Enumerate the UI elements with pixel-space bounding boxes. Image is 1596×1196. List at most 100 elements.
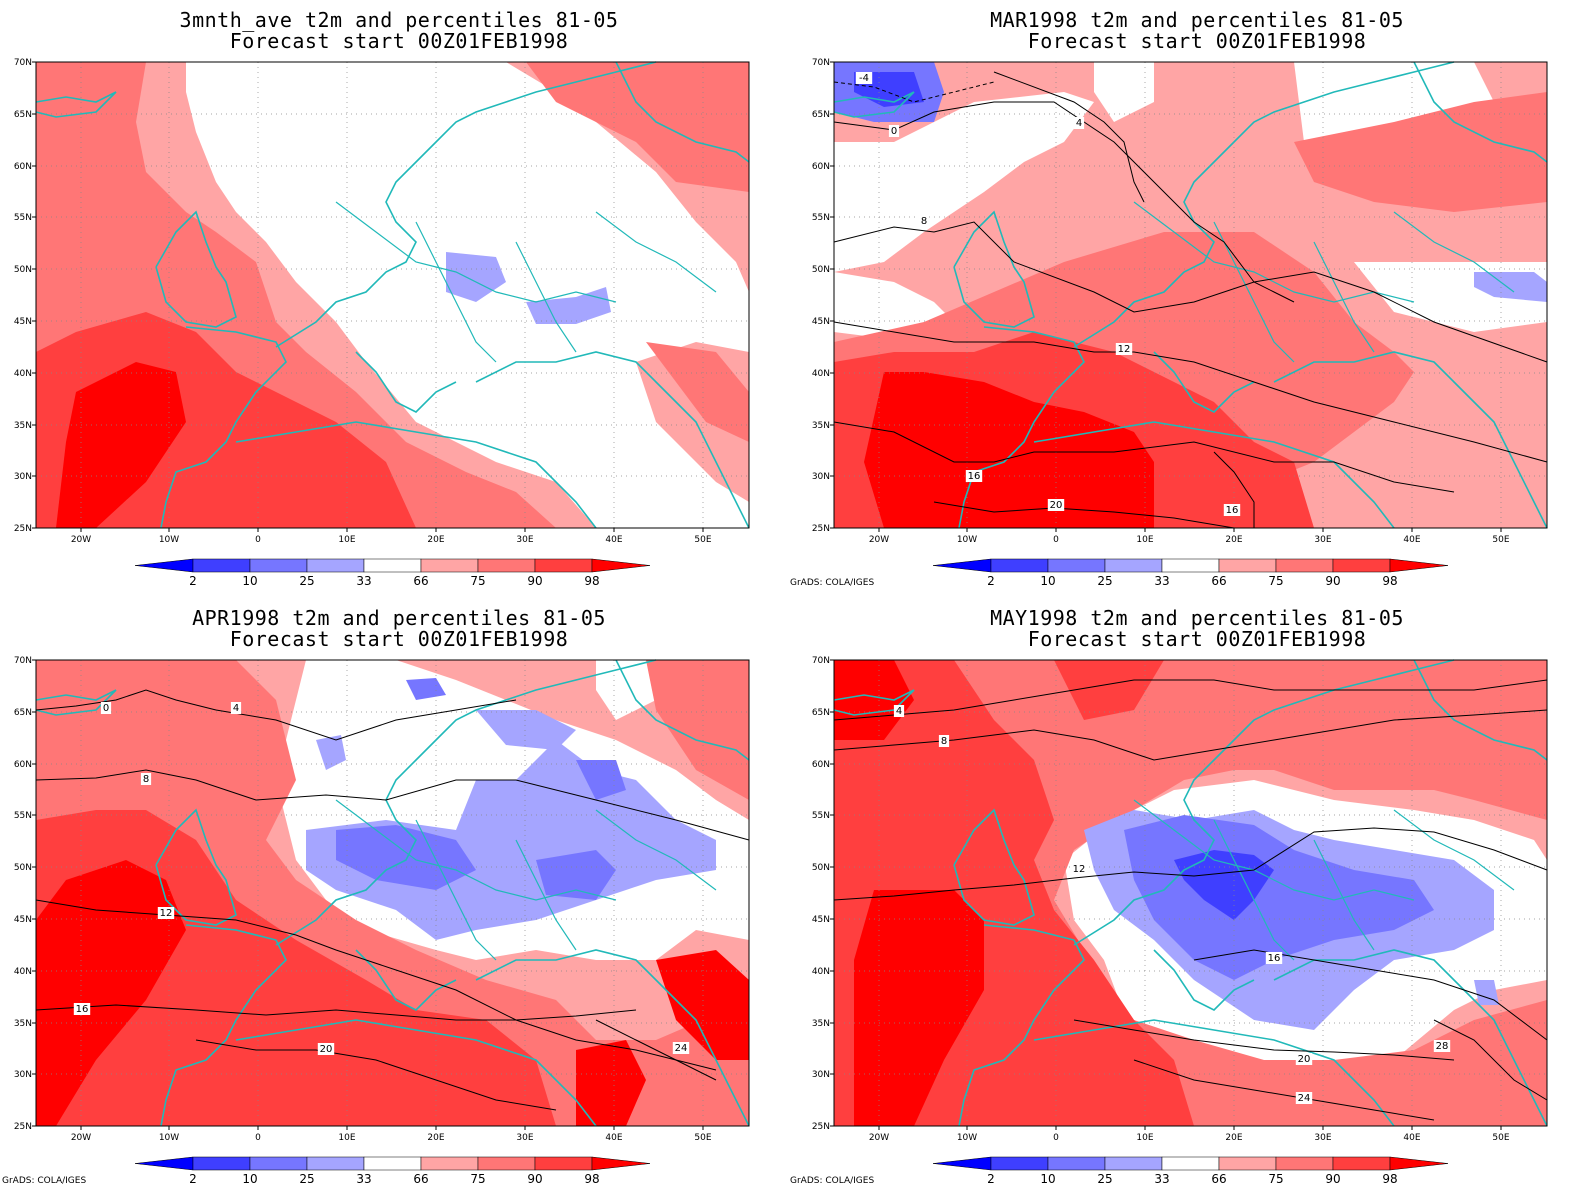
colorbar-swatch: [1161, 558, 1220, 573]
colorbar-high-arrow: [1389, 558, 1449, 573]
lat-tick-label: 65N: [14, 708, 32, 718]
lat-tick-label: 70N: [14, 656, 32, 666]
colorbar-label: 33: [356, 574, 371, 588]
colorbar-label: 90: [1325, 1172, 1340, 1186]
lat-tick-label: 55N: [812, 811, 830, 821]
contour-label-bg: [1295, 1053, 1313, 1065]
lat-tick-label: 30N: [14, 1070, 32, 1080]
coastline: [1073, 61, 1455, 348]
contour-label-bg: [317, 1043, 335, 1055]
contour-label-bg: [230, 702, 242, 714]
colorbar-label: 25: [299, 574, 314, 588]
lat-tick-label: 35N: [812, 421, 830, 431]
lon-tick-label: 20W: [71, 1133, 91, 1143]
lon-tick-label: 0: [255, 1133, 261, 1143]
panel-subtitle: Forecast start 00Z01FEB1998: [1027, 627, 1367, 651]
contour-label: 8: [941, 736, 947, 747]
lon-tick-label: 0: [1053, 1133, 1059, 1143]
coastlines: [35, 659, 750, 1127]
contour-label: 12: [1118, 344, 1131, 355]
lon-tick-label: 20W: [869, 535, 889, 545]
colorbar-low-arrow: [134, 1156, 194, 1171]
lon-tick-label: 20E: [427, 1133, 444, 1143]
contour-label: 20: [1050, 500, 1063, 511]
percentile-region: [336, 825, 476, 890]
percentile-region: [864, 372, 1154, 528]
country-border: [515, 241, 577, 353]
coastline: [475, 351, 750, 529]
coastline: [1033, 421, 1395, 529]
colorbar-swatch: [1104, 1156, 1163, 1171]
lat-axis: 70N 65N 60N 55N 50N 45N 40N 35N 30N 25N: [812, 58, 834, 534]
temperature-contours: -4 0 4 8 12 16 20 16: [833, 71, 1548, 529]
lon-tick-label: 50E: [694, 1133, 711, 1143]
contour-line: [1193, 949, 1548, 1041]
colorbar-swatch: [477, 558, 536, 573]
contour-label-bg: [893, 705, 905, 717]
colorbar-label: 90: [527, 574, 542, 588]
contour-label: 16: [968, 471, 981, 482]
percentile-shading: [36, 62, 749, 528]
contour-label: 16: [1226, 505, 1239, 516]
contour-label: 20: [1298, 1054, 1311, 1065]
country-border: [1213, 819, 1295, 961]
colorbar-swatch: [420, 1156, 479, 1171]
coastline: [615, 659, 750, 761]
panel-subtitle: Forecast start 00Z01FEB1998: [229, 627, 569, 651]
coastline: [833, 689, 915, 716]
lon-axis: 20W 10W 0 10E 20E 30E 40E 50E: [869, 1126, 1510, 1143]
percentile-region: [316, 735, 346, 770]
lon-tick-label: 10W: [159, 1133, 179, 1143]
colorbar-swatch: [249, 558, 308, 573]
panel-title: MAR1998 t2m and percentiles 81-05: [990, 8, 1404, 32]
percentile-region: [1054, 660, 1164, 720]
lat-tick-label: 40N: [812, 369, 830, 379]
lon-tick-label: 30E: [1314, 1133, 1331, 1143]
contour-line: [993, 71, 1145, 203]
lat-tick-label: 55N: [14, 213, 32, 223]
colorbar-swatch: [363, 558, 422, 573]
coastline: [275, 61, 657, 348]
colorbar-label: 10: [242, 574, 257, 588]
colorbar: 2 10 25 33 66 75 90 98: [134, 558, 651, 588]
lon-tick-label: 20E: [1225, 535, 1242, 545]
country-border: [415, 819, 497, 961]
lat-tick-label: 35N: [812, 1019, 830, 1029]
colorbar-swatch: [363, 1156, 422, 1171]
lon-tick-label: 20E: [427, 535, 444, 545]
lat-tick-label: 25N: [14, 1122, 32, 1132]
contour-label: 24: [675, 1043, 688, 1054]
colorbar-label: 25: [1097, 574, 1112, 588]
contour-label: -4: [859, 73, 869, 84]
colorbar-label: 2: [189, 1172, 197, 1186]
contour-label-bg: [1265, 952, 1283, 964]
country-border: [335, 201, 617, 303]
colorbar-swatch: [534, 558, 593, 573]
lon-tick-label: 20E: [1225, 1133, 1242, 1143]
lat-tick-label: 30N: [812, 472, 830, 482]
plot-frame: [35, 61, 750, 529]
lat-tick-label: 65N: [812, 708, 830, 718]
percentile-shading: [36, 660, 749, 1126]
lat-tick-label: 45N: [812, 317, 830, 327]
colorbar-label: 10: [242, 1172, 257, 1186]
lon-tick-label: 40E: [605, 1133, 622, 1143]
country-border: [1213, 221, 1295, 363]
contour-label-bg: [140, 773, 152, 785]
contour-line: [933, 501, 1235, 529]
colorbar-swatch: [1161, 1156, 1220, 1171]
coastline: [1413, 659, 1548, 761]
colorbar-high-arrow: [1389, 1156, 1449, 1171]
contour-label-bg: [888, 125, 900, 137]
lon-tick-label: 40E: [605, 535, 622, 545]
colorbar-label: 25: [299, 1172, 314, 1186]
percentile-region: [406, 678, 446, 700]
contour-label-bg: [1223, 504, 1241, 516]
plot-frame: [833, 61, 1548, 529]
percentile-region: [56, 362, 186, 528]
colorbar-label: 98: [584, 574, 599, 588]
contour-label: 24: [1298, 1093, 1311, 1104]
percentile-region: [646, 342, 749, 442]
lon-tick-label: 30E: [516, 535, 533, 545]
coastline: [953, 210, 1035, 328]
